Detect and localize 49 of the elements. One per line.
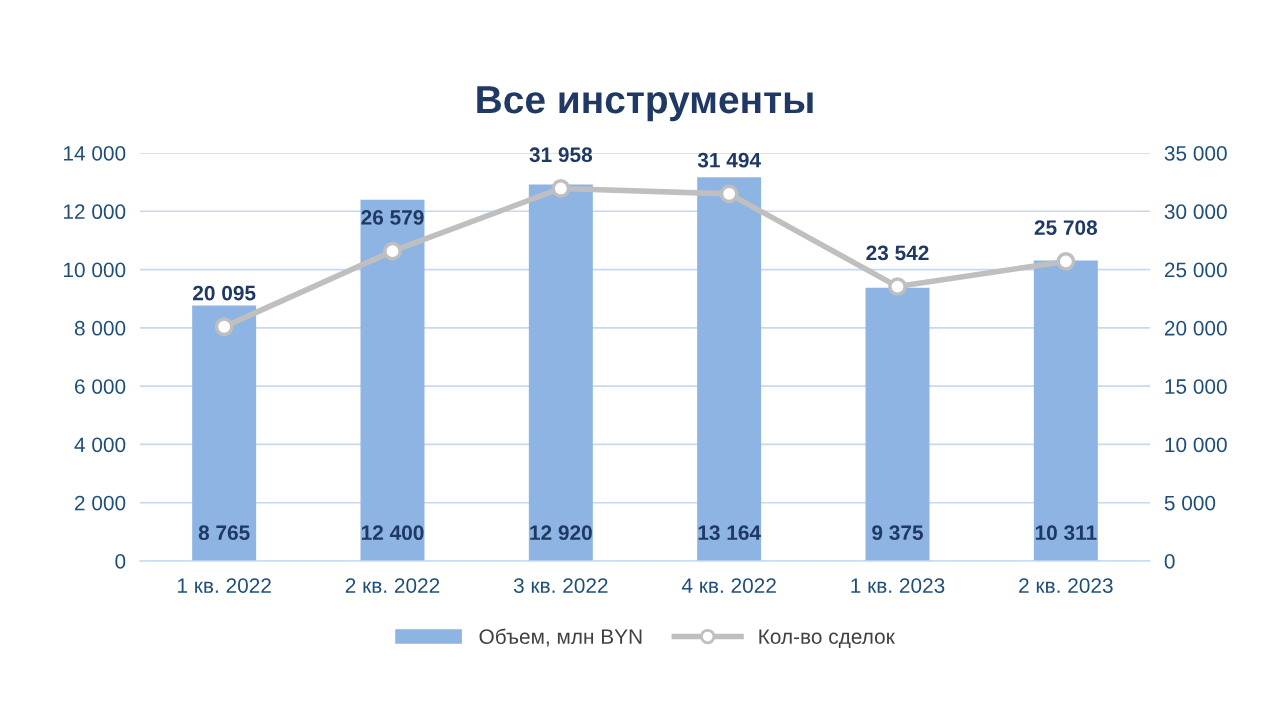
x-tick-label: 1 кв. 2023	[851, 578, 945, 593]
y2-tick-label: 20 000	[1164, 320, 1227, 336]
y2-tick-label: 5 000	[1164, 495, 1216, 511]
y2-tick-label: 10 000	[1165, 437, 1227, 453]
legend-label: Кол-во сделок	[759, 629, 895, 648]
point	[719, 184, 739, 204]
bar	[865, 287, 930, 561]
point	[214, 317, 234, 337]
y-tick-label: 4 000	[74, 437, 126, 453]
x-tick-label: 2 кв. 2022	[345, 578, 440, 593]
data-label: 9 375	[872, 525, 923, 541]
y2-tick-label: 0	[1164, 554, 1175, 569]
data-label: 26 579	[361, 210, 424, 225]
y-tick-label: 12 000	[63, 204, 126, 220]
chart-title: Все инструменты	[477, 86, 813, 122]
bar	[528, 184, 593, 561]
bar	[697, 177, 762, 561]
data-label: 31 958	[529, 147, 593, 163]
data-label: 20 095	[193, 285, 256, 301]
y-tick-label: 0	[115, 554, 126, 569]
data-label: 25 708	[1034, 220, 1098, 235]
bar	[192, 305, 257, 561]
data-label: 12 400	[361, 525, 424, 541]
data-label: 31 494	[697, 152, 761, 168]
point	[551, 179, 571, 198]
point	[1056, 251, 1076, 271]
point	[383, 241, 402, 261]
x-tick-label: 4 кв. 2022	[681, 578, 776, 593]
y2-tick-label: 15 000	[1165, 379, 1227, 394]
y-tick-label: 6 000	[75, 379, 126, 394]
bar	[360, 199, 425, 561]
y-tick-label: 2 000	[75, 495, 126, 511]
x-tick-label: 2 кв. 2023	[1019, 578, 1113, 593]
y2-tick-label: 25 000	[1164, 262, 1227, 278]
y-tick-label: 10 000	[63, 262, 126, 278]
legend-label: Объем, млн BYN	[479, 628, 642, 647]
point	[888, 277, 907, 296]
data-label: 13 164	[698, 525, 761, 541]
data-label: 8 765	[198, 525, 250, 541]
data-label: 12 920	[530, 525, 592, 541]
data-label: 10 311	[1035, 525, 1097, 541]
y-tick-label: 8 000	[74, 320, 126, 336]
bar	[1033, 260, 1098, 561]
x-tick-label: 1 кв. 2022	[178, 578, 271, 593]
y-tick-label: 14 000	[63, 146, 126, 161]
x-tick-label: 3 кв. 2022	[513, 578, 608, 593]
data-label: 23 542	[866, 245, 929, 261]
y2-tick-label: 35 000	[1164, 146, 1227, 161]
y2-tick-label: 30 000	[1164, 204, 1227, 220]
